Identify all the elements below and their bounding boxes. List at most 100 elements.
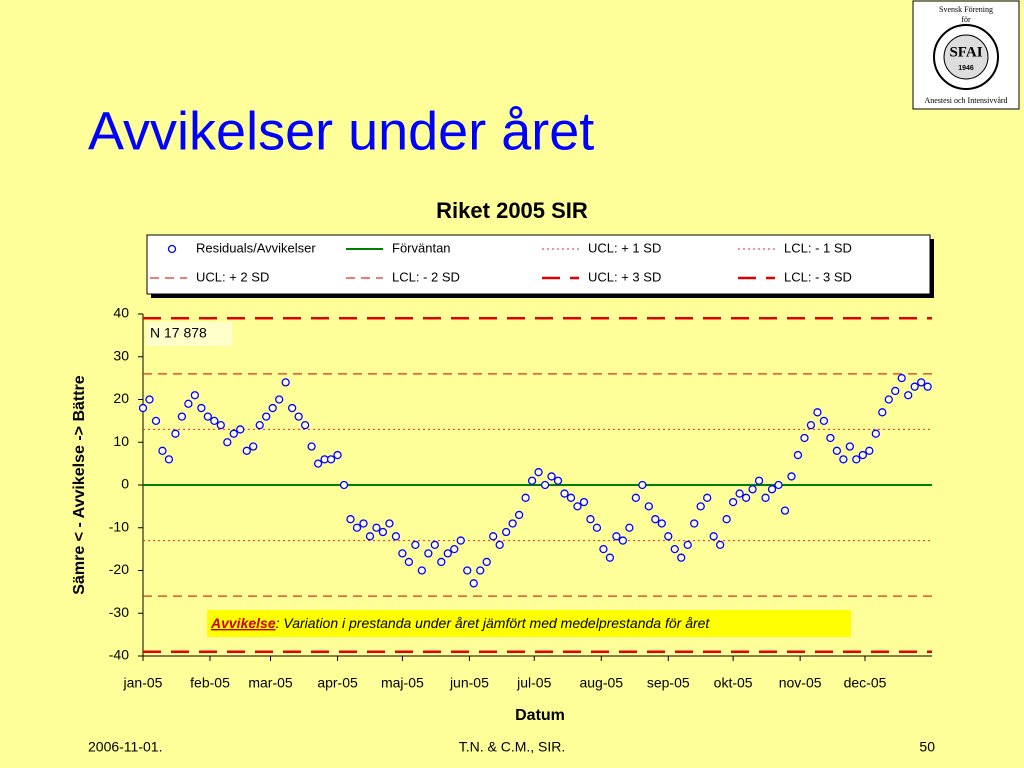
- y-tick-label: 30: [113, 347, 129, 363]
- note-box: [207, 610, 851, 637]
- data-point: [482, 557, 491, 567]
- logo: Svensk Förening för SFAI 1946 Anestesi o…: [912, 0, 1020, 110]
- x-tick-label: aug-05: [579, 675, 623, 691]
- data-point: [210, 416, 219, 426]
- annotation-box: [146, 322, 232, 346]
- y-tick-label: -30: [109, 604, 129, 620]
- legend-marker: [167, 244, 177, 254]
- data-point: [197, 403, 206, 413]
- data-point: [391, 532, 401, 541]
- data-point: [372, 523, 381, 532]
- data-point: [365, 532, 375, 541]
- data-point: [917, 378, 926, 387]
- data-point: [871, 429, 880, 438]
- x-tick-label: dec-05: [844, 675, 887, 691]
- data-point: [865, 446, 874, 455]
- data-point: [741, 493, 751, 502]
- legend-label: UCL: + 3 SD: [588, 269, 661, 284]
- data-point: [203, 412, 212, 421]
- annotation: N 17 878: [150, 325, 207, 341]
- data-point: [534, 468, 543, 477]
- logo-text: för: [961, 15, 971, 24]
- data-point: [430, 540, 439, 549]
- logo-text: 1946: [958, 65, 974, 72]
- data-point: [839, 455, 848, 464]
- data-point: [177, 412, 187, 421]
- legend-label: Residuals/Avvikelser: [196, 240, 316, 255]
- data-point: [508, 519, 517, 528]
- data-point: [262, 412, 271, 421]
- data-point: [670, 544, 679, 554]
- data-point: [618, 536, 628, 545]
- data-point: [145, 395, 154, 404]
- x-axis-title: Datum: [515, 707, 565, 724]
- legend-label: LCL: - 2 SD: [392, 269, 460, 284]
- y-tick-label: 10: [113, 433, 129, 449]
- data-point: [774, 480, 783, 490]
- logo-text: Anestesi och Intensivvård: [924, 96, 1007, 105]
- data-point: [255, 420, 264, 430]
- x-tick-label: jan-05: [123, 675, 163, 691]
- data-point: [787, 472, 796, 481]
- x-tick-label: nov-05: [779, 675, 822, 691]
- data-point: [800, 433, 809, 443]
- data-point: [813, 408, 822, 417]
- data-point: [268, 403, 277, 413]
- data-point: [385, 519, 394, 528]
- data-point: [288, 403, 297, 413]
- data-point: [339, 480, 349, 490]
- x-tick-label: jun-05: [449, 675, 489, 691]
- data-point: [573, 502, 582, 511]
- data-point: [171, 429, 180, 438]
- data-point: [333, 450, 342, 460]
- data-point: [326, 455, 336, 464]
- data-point: [690, 519, 699, 528]
- data-point: [476, 566, 485, 575]
- data-point: [625, 523, 634, 532]
- data-point: [832, 446, 842, 455]
- y-tick-label: 40: [113, 305, 129, 321]
- x-tick-label: maj-05: [381, 675, 424, 691]
- page-number: 50: [919, 739, 935, 755]
- data-point: [190, 391, 200, 400]
- data-point: [703, 493, 712, 502]
- data-point: [275, 395, 284, 404]
- data-point: [527, 476, 537, 485]
- data-point: [294, 412, 303, 421]
- data-point: [592, 523, 602, 532]
- data-point: [443, 549, 452, 558]
- data-point: [728, 497, 738, 507]
- data-point: [398, 549, 407, 558]
- data-point: [586, 515, 595, 524]
- data-point: [540, 480, 550, 490]
- data-point: [346, 515, 355, 524]
- data-point: [352, 523, 362, 532]
- data-point: [683, 540, 692, 549]
- data-point: [806, 420, 816, 430]
- y-tick-label: -20: [109, 561, 129, 577]
- data-point: [845, 442, 855, 451]
- footer-center: T.N. & C.M., SIR.: [459, 739, 566, 755]
- data-point: [897, 373, 906, 383]
- data-point: [313, 459, 323, 468]
- data-point: [605, 553, 615, 562]
- data-point: [878, 408, 887, 417]
- data-point: [657, 519, 666, 528]
- data-point: [904, 391, 913, 400]
- data-point: [236, 425, 245, 434]
- data-point: [884, 395, 893, 404]
- x-tick-label: apr-05: [317, 675, 358, 691]
- data-point: [722, 515, 731, 524]
- data-point: [767, 485, 777, 494]
- data-point: [754, 476, 764, 485]
- data-point: [469, 579, 478, 588]
- legend-label: LCL: - 3 SD: [784, 269, 852, 284]
- data-point: [612, 532, 621, 541]
- data-point: [891, 386, 900, 396]
- x-tick-label: jul-05: [516, 675, 551, 691]
- legend-label: LCL: - 1 SD: [784, 240, 852, 255]
- data-point: [826, 433, 835, 443]
- data-point: [560, 489, 569, 498]
- data-point: [651, 515, 660, 524]
